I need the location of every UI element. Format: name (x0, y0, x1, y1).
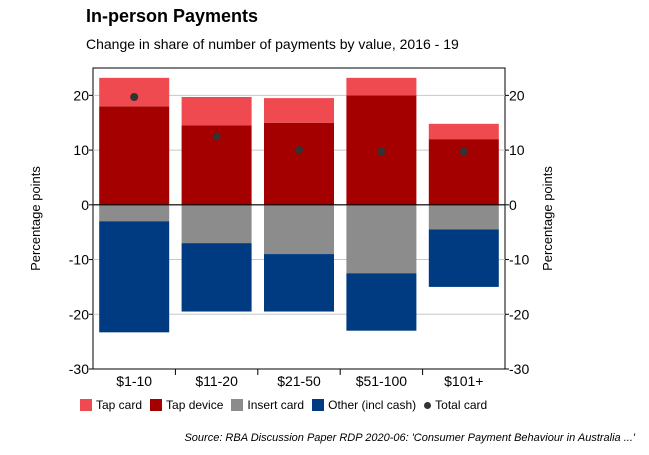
legend-label-total-card: Total card (435, 398, 488, 412)
y-tick-label-left: 20 (73, 87, 89, 103)
bar-tap-card (428, 123, 499, 140)
x-tick-label: $1-10 (116, 373, 152, 389)
legend-swatch-tap-card (80, 399, 92, 411)
bar-insert-card (428, 204, 499, 230)
x-tick-label: $101+ (444, 373, 483, 389)
chart-title: In-person Payments (86, 6, 259, 26)
legend-swatch-insert-card (231, 399, 244, 411)
plot-frame (92, 67, 506, 370)
legend-item-total-card: Total card (424, 398, 487, 412)
total-card-marker (295, 146, 303, 155)
bar-tap-card (99, 77, 170, 107)
y-tick-label-right: 20 (509, 87, 525, 103)
y-tick-label-left: 10 (73, 142, 89, 158)
source-note: Source: RBA Discussion Paper RDP 2020-06… (184, 432, 635, 444)
bar-tap-device (99, 106, 170, 205)
bar-other (264, 254, 334, 312)
legend-label-other: Other (incl cash) (328, 398, 417, 412)
legend-item-insert-card: Insert card (231, 398, 304, 412)
x-tick-label: $11-20 (195, 373, 238, 389)
y-tick-label-left: -10 (69, 252, 89, 268)
bar-tap-card (346, 77, 417, 96)
y-tick-label-right: 0 (509, 197, 517, 213)
legend-item-other: Other (incl cash) (312, 398, 416, 412)
stacked-bar-chart: -30 -30 -20 -20 -10 -10 0 0 10 10 20 20 Percentage p… (28, 67, 555, 389)
y-axis-label-left: Percentage points (28, 166, 43, 271)
total-card-marker (377, 147, 386, 156)
y-tick-label-right: -30 (509, 361, 529, 377)
bar-insert-card (99, 204, 170, 222)
y-tick-label-right: -10 (509, 252, 529, 268)
bar-tap-card (181, 97, 252, 126)
y-tick-label-left: 0 (81, 197, 89, 213)
x-tick-label: $51-100 (356, 373, 408, 389)
total-card-marker (130, 93, 139, 102)
legend-swatch-tap-device (150, 399, 163, 411)
y-axis-label-right: Percentage points (540, 166, 555, 271)
y-tick-label-right: 10 (509, 142, 525, 158)
total-card-marker (212, 132, 221, 141)
legend-item-tap-device: Tap device (150, 398, 223, 412)
legend-label-tap-device: Tap device (166, 398, 224, 412)
bar-insert-card (264, 204, 334, 255)
total-card-marker (459, 147, 468, 156)
x-tick-label: $21-50 (277, 373, 321, 389)
bar-other (181, 243, 252, 312)
legend-label-insert-card: Insert card (247, 398, 305, 412)
legend: Tap card Tap device Insert card Other (i… (80, 398, 495, 412)
legend-label-tap-card: Tap card (96, 398, 143, 412)
y-tick-label-left: -20 (69, 306, 89, 322)
y-tick-label-right: -20 (509, 306, 529, 322)
bar-tap-device (264, 122, 334, 205)
bar-other (99, 221, 170, 333)
legend-swatch-other (312, 399, 325, 411)
bar-tap-card (264, 98, 334, 123)
legend-item-tap-card: Tap card (80, 398, 142, 412)
bar-insert-card (181, 204, 252, 244)
bar-other (428, 229, 499, 287)
bar-insert-card (346, 204, 417, 274)
y-tick-label-left: -30 (69, 361, 89, 377)
legend-marker-total-card (424, 401, 432, 409)
chart-subtitle: Change in share of number of payments by… (86, 36, 459, 52)
bar-other (346, 273, 417, 331)
